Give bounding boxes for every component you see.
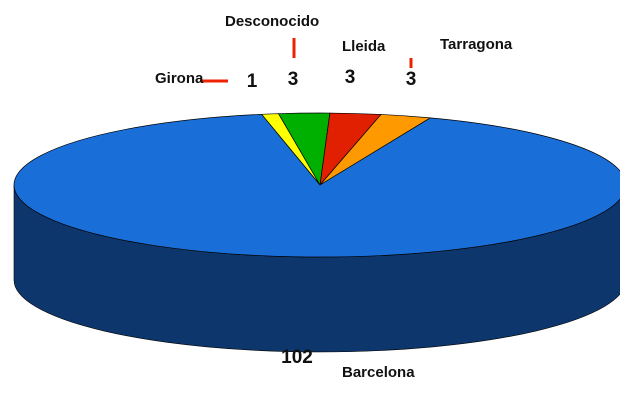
category-label: Girona [155,70,204,87]
value-label: 3 [288,69,299,90]
slice [13,113,620,258]
category-label: Lleida [342,38,386,55]
category-label: Tarragona [440,36,513,53]
value-label: 3 [345,67,356,88]
value-label: 1 [247,71,258,92]
category-label: Barcelona [342,364,415,381]
value-label: 102 [281,347,313,368]
value-label: 3 [406,69,417,90]
category-label: Desconocido [225,13,319,30]
